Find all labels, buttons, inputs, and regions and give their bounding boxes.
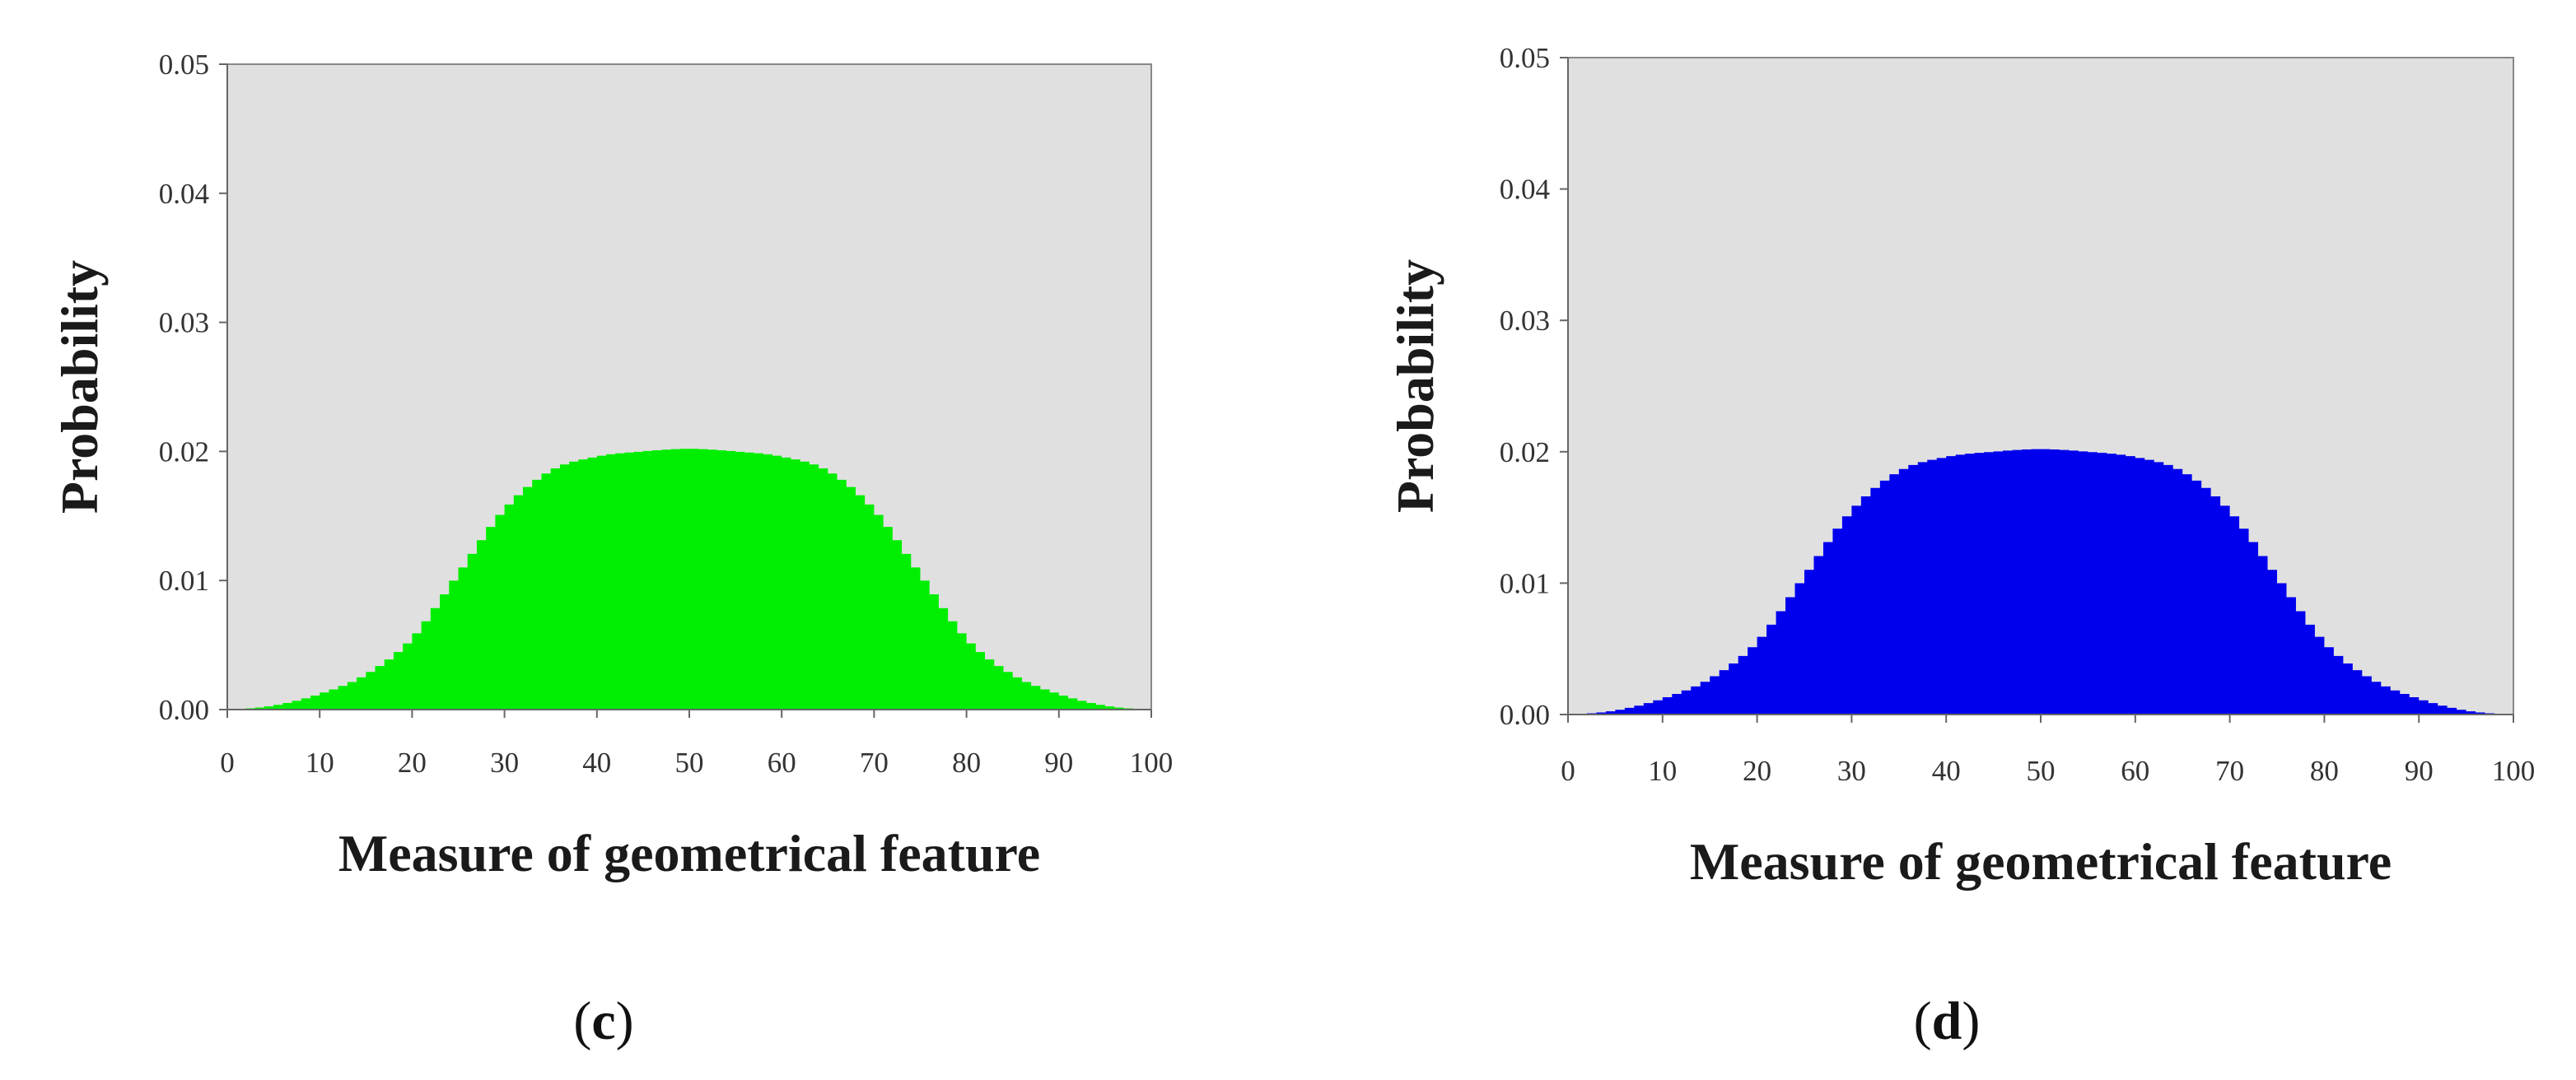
x-tick-label: 20: [1743, 755, 1771, 787]
y-tick-label: 0.04: [1500, 174, 1550, 206]
x-tick-label: 30: [490, 747, 519, 779]
x-tick-label: 0: [220, 747, 235, 779]
y-tick-label: 0.02: [159, 435, 209, 468]
panel-caption: (d): [1914, 991, 1981, 1051]
x-tick-label: 70: [2215, 755, 2244, 787]
panel-caption-letter: c: [591, 991, 615, 1051]
panel-caption: (c): [573, 991, 633, 1051]
y-tick-label: 0.05: [1500, 42, 1550, 74]
y-axis-label: Probability: [50, 260, 109, 514]
x-axis-label: Measure of geometrical feature: [338, 824, 1040, 882]
x-tick-label: 60: [768, 747, 796, 779]
y-tick-label: 0.04: [159, 178, 209, 210]
x-tick-label: 20: [398, 747, 427, 779]
y-tick-label: 0.01: [1500, 567, 1550, 599]
x-tick-label: 70: [860, 747, 889, 779]
distribution-area: [227, 449, 1151, 710]
x-tick-label: 50: [675, 747, 704, 779]
panel-caption-letter: d: [1932, 991, 1962, 1051]
x-tick-label: 90: [2405, 755, 2434, 787]
chart-c: 0.00 0.01 0.02 0.03 0.04 0.05 0 10 20 30 40 50 60 70 8…: [50, 49, 1173, 1051]
x-tick-label: 10: [1648, 755, 1677, 787]
x-tick-label: 80: [952, 747, 981, 779]
x-tick-label: 30: [1837, 755, 1866, 787]
x-tick-label: 60: [2121, 755, 2149, 787]
distribution-area: [1568, 449, 2513, 715]
x-tick-label: 100: [2492, 755, 2536, 787]
x-tick-label: 90: [1044, 747, 1073, 779]
x-tick-label: 10: [306, 747, 334, 779]
x-tick-label: 0: [1561, 755, 1575, 787]
y-tick-label: 0.00: [159, 694, 209, 726]
x-tick-label: 100: [1130, 747, 1174, 779]
y-tick-label: 0.00: [1500, 699, 1550, 731]
x-tick-label: 50: [2027, 755, 2056, 787]
x-tick-label: 80: [2310, 755, 2339, 787]
y-tick-label: 0.03: [1500, 305, 1550, 337]
y-tick-label: 0.03: [159, 307, 209, 339]
y-tick-label: 0.02: [1500, 436, 1550, 468]
y-tick-label: 0.05: [159, 49, 209, 81]
x-tick-label: 40: [1932, 755, 1961, 787]
x-axis-label: Measure of geometrical feature: [1690, 832, 2392, 891]
chart-d: 0.00 0.01 0.02 0.03 0.04 0.05 0 10 20 30 40 50 60 70 8…: [1386, 42, 2535, 1051]
y-tick-label: 0.01: [159, 565, 209, 597]
y-axis-label: Probability: [1386, 259, 1444, 513]
x-tick-label: 40: [582, 747, 611, 779]
